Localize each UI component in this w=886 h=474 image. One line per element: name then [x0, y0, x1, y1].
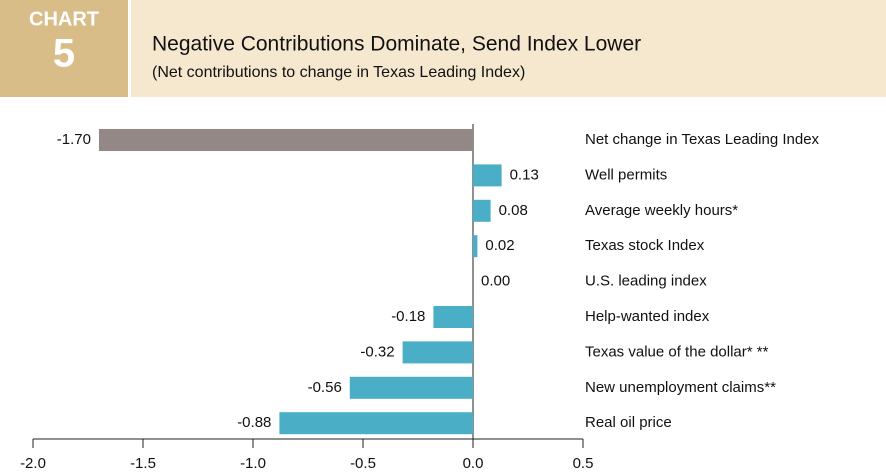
bar [99, 129, 473, 151]
category-label: Texas stock Index [585, 237, 705, 254]
category-label: Net change in Texas Leading Index [585, 131, 820, 148]
x-tick-label: 0.5 [573, 455, 594, 472]
x-tick-label: -0.5 [350, 455, 376, 472]
category-label: Average weekly hours* [585, 202, 738, 219]
bar [473, 235, 478, 258]
value-label: -0.32 [360, 343, 394, 360]
x-tick-label: -1.0 [240, 455, 266, 472]
value-label: 0.13 [510, 166, 539, 183]
bar [349, 376, 473, 399]
bar [402, 341, 473, 364]
badge-divider [128, 0, 131, 97]
chart-subtitle: (Net contributions to change in Texas Le… [152, 64, 525, 81]
badge-number: 5 [53, 32, 75, 76]
category-label: Texas value of the dollar* ** [585, 343, 769, 360]
x-tick-label: 0.0 [463, 455, 484, 472]
value-label: -0.88 [237, 414, 271, 431]
bar [279, 412, 473, 435]
bar [473, 199, 491, 222]
badge-label: CHART [29, 8, 99, 30]
value-label: -0.56 [308, 379, 342, 396]
category-label: Real oil price [585, 414, 672, 431]
chart-title: Negative Contributions Dominate, Send In… [152, 33, 641, 56]
category-label: Help-wanted index [585, 308, 710, 325]
value-label: 0.00 [481, 273, 510, 290]
header-band [0, 0, 886, 97]
value-label: 0.08 [499, 202, 528, 219]
category-label: New unemployment claims** [585, 379, 776, 396]
value-label: -0.18 [391, 308, 425, 325]
badge [0, 0, 128, 97]
category-label: U.S. leading index [585, 273, 707, 290]
bar [433, 306, 473, 328]
value-label: -1.70 [57, 131, 91, 148]
x-tick-label: -2.0 [20, 455, 46, 472]
value-label: 0.02 [485, 237, 514, 254]
x-tick-label: -1.5 [130, 455, 156, 472]
category-label: Well permits [585, 166, 667, 183]
bar [473, 164, 502, 187]
